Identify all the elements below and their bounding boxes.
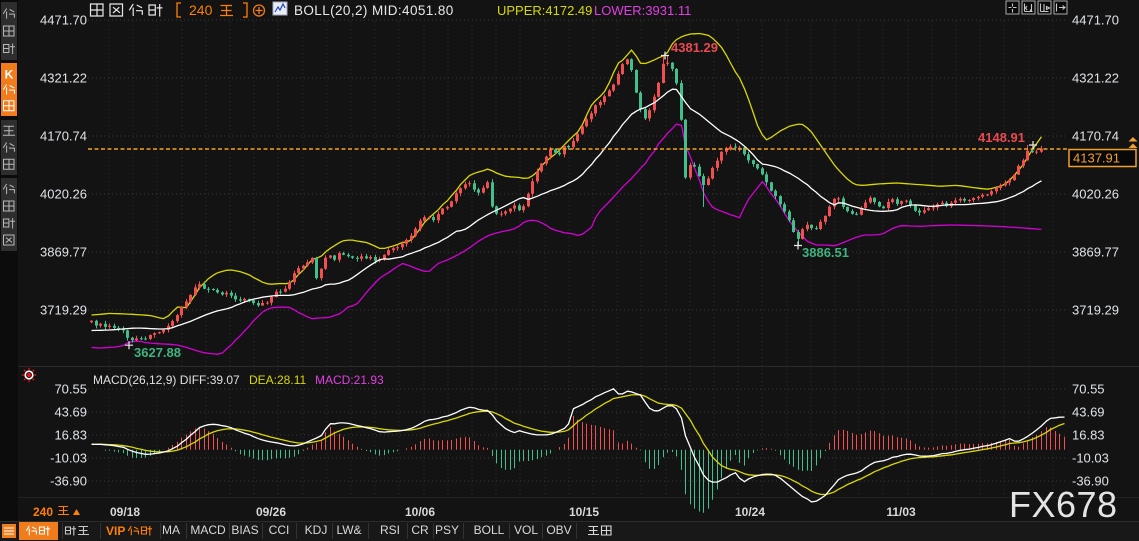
svg-text:240: 240 <box>189 2 213 18</box>
svg-text:4020.26: 4020.26 <box>1072 187 1119 202</box>
svg-text:4020.26: 4020.26 <box>40 187 87 202</box>
svg-text:43.69: 43.69 <box>54 405 87 420</box>
svg-text:CCI: CCI <box>269 523 290 537</box>
svg-text:BIAS: BIAS <box>231 523 258 537</box>
svg-text:3627.88: 3627.88 <box>134 345 181 360</box>
svg-text:4170.74: 4170.74 <box>1072 129 1119 144</box>
svg-text:3869.77: 3869.77 <box>40 245 87 260</box>
svg-text:LW&: LW& <box>336 523 361 537</box>
svg-text:MACD:21.93: MACD:21.93 <box>315 373 384 387</box>
svg-text:RSI: RSI <box>380 523 400 537</box>
svg-text:-36.90: -36.90 <box>1072 474 1109 489</box>
svg-text:OBV: OBV <box>546 523 571 537</box>
svg-text:KDJ: KDJ <box>305 523 328 537</box>
svg-text:43.69: 43.69 <box>1072 405 1105 420</box>
svg-text:MACD: MACD <box>190 523 226 537</box>
svg-text:70.55: 70.55 <box>1072 382 1105 397</box>
svg-text:MACD(26,12,9) DIFF:39.07: MACD(26,12,9) DIFF:39.07 <box>93 373 240 387</box>
svg-text:10/06: 10/06 <box>405 505 435 519</box>
svg-text:4137.91: 4137.91 <box>1073 151 1120 166</box>
svg-text:-36.90: -36.90 <box>50 474 87 489</box>
svg-text:11/03: 11/03 <box>886 505 916 519</box>
svg-text:09/26: 09/26 <box>256 505 286 519</box>
svg-text:VOL: VOL <box>514 523 538 537</box>
svg-text:FX678: FX678 <box>1009 484 1118 525</box>
svg-text:BOLL: BOLL <box>474 523 505 537</box>
svg-text:4321.22: 4321.22 <box>1072 71 1119 86</box>
svg-text:PSY: PSY <box>435 523 459 537</box>
svg-text:UPPER:4172.49: UPPER:4172.49 <box>497 3 592 18</box>
svg-text:4321.22: 4321.22 <box>40 71 87 86</box>
svg-text:K: K <box>5 67 14 81</box>
svg-text:4170.74: 4170.74 <box>40 129 87 144</box>
svg-text:3719.29: 3719.29 <box>1072 303 1119 318</box>
svg-text:VIP: VIP <box>106 524 125 538</box>
svg-text:3719.29: 3719.29 <box>40 303 87 318</box>
svg-text:10/24: 10/24 <box>735 505 765 519</box>
svg-text:240: 240 <box>33 505 53 519</box>
svg-text:BOLL(20,2) MID:4051.80: BOLL(20,2) MID:4051.80 <box>294 3 454 18</box>
svg-text:3886.51: 3886.51 <box>802 245 849 260</box>
svg-text:70.55: 70.55 <box>54 382 87 397</box>
svg-text:DEA:28.11: DEA:28.11 <box>249 373 306 387</box>
svg-text:4381.29: 4381.29 <box>671 40 718 55</box>
svg-text:-10.03: -10.03 <box>1072 451 1109 466</box>
svg-text:MA: MA <box>162 523 180 537</box>
svg-text:10/15: 10/15 <box>569 505 599 519</box>
svg-text:4471.70: 4471.70 <box>40 13 87 28</box>
svg-text:09/18: 09/18 <box>110 505 140 519</box>
svg-text:LOWER:3931.11: LOWER:3931.11 <box>594 3 691 18</box>
svg-text:16.83: 16.83 <box>1072 428 1105 443</box>
svg-text:3869.77: 3869.77 <box>1072 245 1119 260</box>
svg-text:4148.91: 4148.91 <box>978 130 1025 145</box>
svg-text:-10.03: -10.03 <box>50 451 87 466</box>
svg-text:4471.70: 4471.70 <box>1072 13 1119 28</box>
svg-text:16.83: 16.83 <box>54 428 87 443</box>
svg-text:CR: CR <box>411 523 429 537</box>
